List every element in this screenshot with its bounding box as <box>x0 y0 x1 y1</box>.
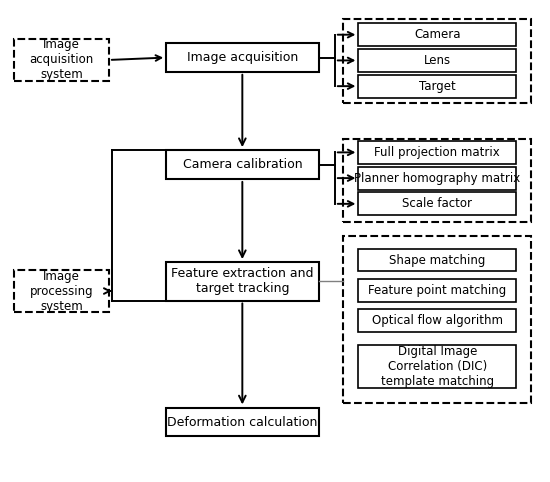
Bar <box>166 408 318 436</box>
Bar <box>358 249 516 271</box>
Text: Camera calibration: Camera calibration <box>183 158 302 171</box>
Text: Optical flow algorithm: Optical flow algorithm <box>372 314 503 327</box>
Bar <box>166 262 318 301</box>
Bar <box>343 236 531 403</box>
Text: Planner homography matrix: Planner homography matrix <box>354 172 520 185</box>
Bar <box>358 75 516 97</box>
Text: Feature extraction and
target tracking: Feature extraction and target tracking <box>171 268 314 295</box>
Bar <box>14 39 109 81</box>
Text: Full projection matrix: Full projection matrix <box>375 146 500 159</box>
Text: Scale factor: Scale factor <box>402 197 472 210</box>
Bar <box>358 141 516 164</box>
Bar <box>14 269 109 312</box>
Text: Deformation calculation: Deformation calculation <box>167 415 317 428</box>
Text: Image
processing
system: Image processing system <box>30 269 93 312</box>
Text: Feature point matching: Feature point matching <box>368 283 507 296</box>
Bar <box>343 19 531 103</box>
Text: Image
acquisition
system: Image acquisition system <box>29 39 94 81</box>
Text: Shape matching: Shape matching <box>389 254 486 267</box>
Bar <box>358 345 516 388</box>
Bar <box>358 279 516 302</box>
Text: Image acquisition: Image acquisition <box>186 51 298 64</box>
Text: Lens: Lens <box>424 54 451 67</box>
Bar <box>358 23 516 46</box>
Text: Camera: Camera <box>414 28 460 41</box>
Bar <box>343 138 531 222</box>
Bar <box>166 43 318 72</box>
Bar <box>358 308 516 332</box>
Bar <box>358 167 516 189</box>
Text: Target: Target <box>419 80 455 93</box>
Bar <box>358 49 516 72</box>
Bar <box>358 192 516 215</box>
Text: Digital Image
Correlation (DIC)
template matching: Digital Image Correlation (DIC) template… <box>381 345 494 388</box>
Bar <box>166 150 318 179</box>
